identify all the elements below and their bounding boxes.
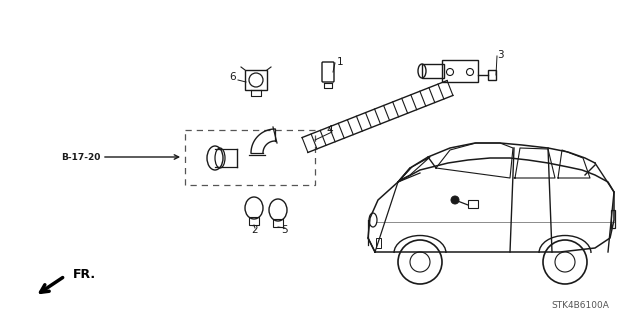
Bar	[273, 219, 283, 227]
Text: 6: 6	[230, 72, 236, 82]
Text: 1: 1	[337, 57, 343, 67]
Circle shape	[451, 196, 459, 204]
Bar	[488, 70, 496, 80]
Bar	[468, 200, 478, 208]
Bar	[249, 217, 259, 225]
Bar	[185, 130, 315, 185]
Bar	[442, 60, 478, 82]
Text: STK4B6100A: STK4B6100A	[551, 300, 609, 309]
Text: B-17-20: B-17-20	[61, 152, 100, 161]
Bar	[376, 238, 381, 248]
Bar	[245, 70, 267, 90]
Text: 3: 3	[497, 50, 503, 60]
Bar	[422, 64, 444, 78]
Text: 4: 4	[326, 125, 333, 135]
Text: FR.: FR.	[73, 269, 96, 281]
Bar	[611, 210, 615, 228]
Text: 5: 5	[282, 225, 288, 235]
Text: 2: 2	[252, 225, 259, 235]
